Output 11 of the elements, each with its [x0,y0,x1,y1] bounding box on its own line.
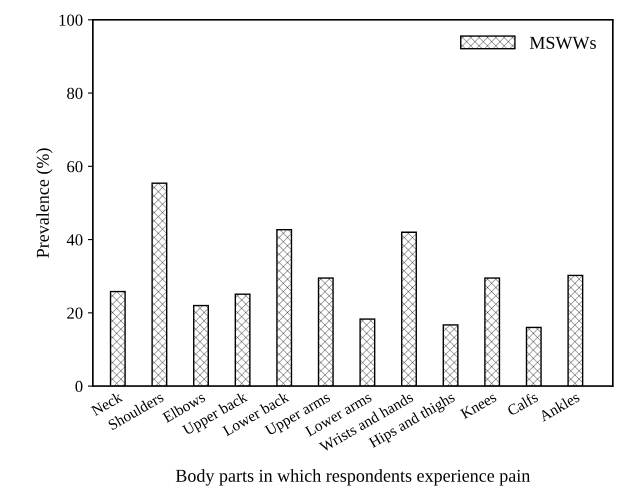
y-tick-label: 20 [67,308,82,319]
y-tick-label: 60 [67,161,82,172]
x-tick-label: Knees [460,392,498,420]
y-axis-title: Prevalence (%) [36,148,53,258]
y-tick-label: 40 [66,234,82,246]
legend-label: MSWWs [530,36,596,49]
x-tick-label: Calfs [506,391,539,416]
y-tick-label: 80 [67,88,82,100]
x-axis-title: Body parts in which respondents experience pain [176,469,530,486]
y-tick-label: 0 [75,380,82,392]
y-tick-label: 100 [60,14,82,26]
